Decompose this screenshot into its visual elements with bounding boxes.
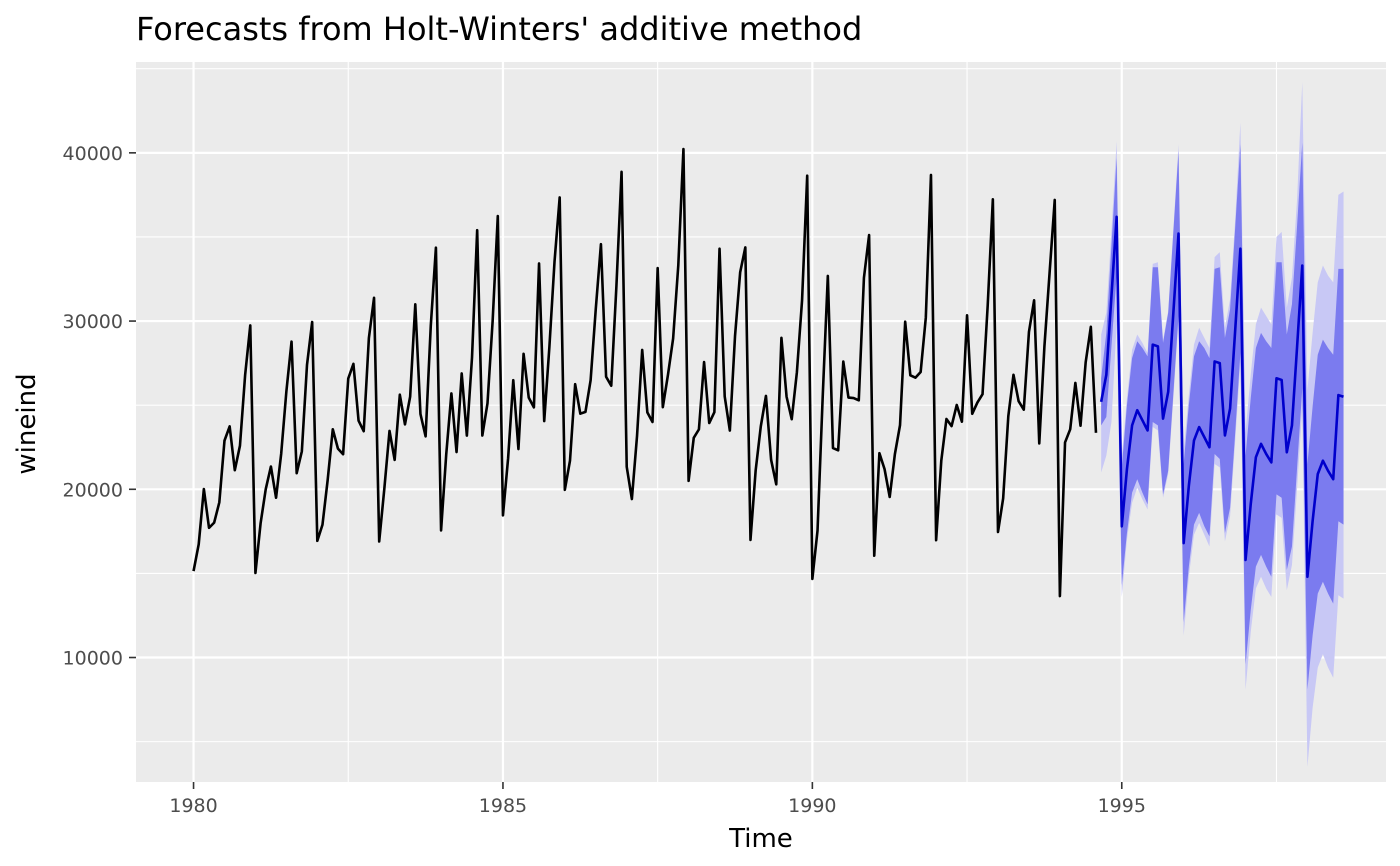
y-axis: 10000 20000 30000 40000 — [63, 143, 136, 670]
x-axis-title: Time — [728, 824, 793, 854]
y-tick-label: 30000 — [63, 311, 123, 333]
x-tick-label: 1995 — [1098, 795, 1146, 817]
forecast-line — [1099, 215, 1344, 579]
minor-gridlines — [136, 62, 1386, 782]
y-tick-label: 10000 — [63, 648, 123, 670]
x-tick-label: 1985 — [479, 795, 527, 817]
y-axis-title: wineind — [12, 373, 42, 474]
observed-line — [192, 147, 1098, 598]
series-lines — [192, 147, 1344, 598]
y-tick-label: 40000 — [63, 143, 123, 165]
chart-title: Forecasts from Holt-Winters' additive me… — [136, 10, 862, 48]
x-tick-label: 1980 — [169, 795, 217, 817]
major-gridlines — [136, 62, 1386, 782]
x-tick-label: 1990 — [788, 795, 836, 817]
y-tick-label: 20000 — [63, 479, 123, 501]
x-axis: 1980 1985 1990 1995 — [169, 782, 1146, 817]
